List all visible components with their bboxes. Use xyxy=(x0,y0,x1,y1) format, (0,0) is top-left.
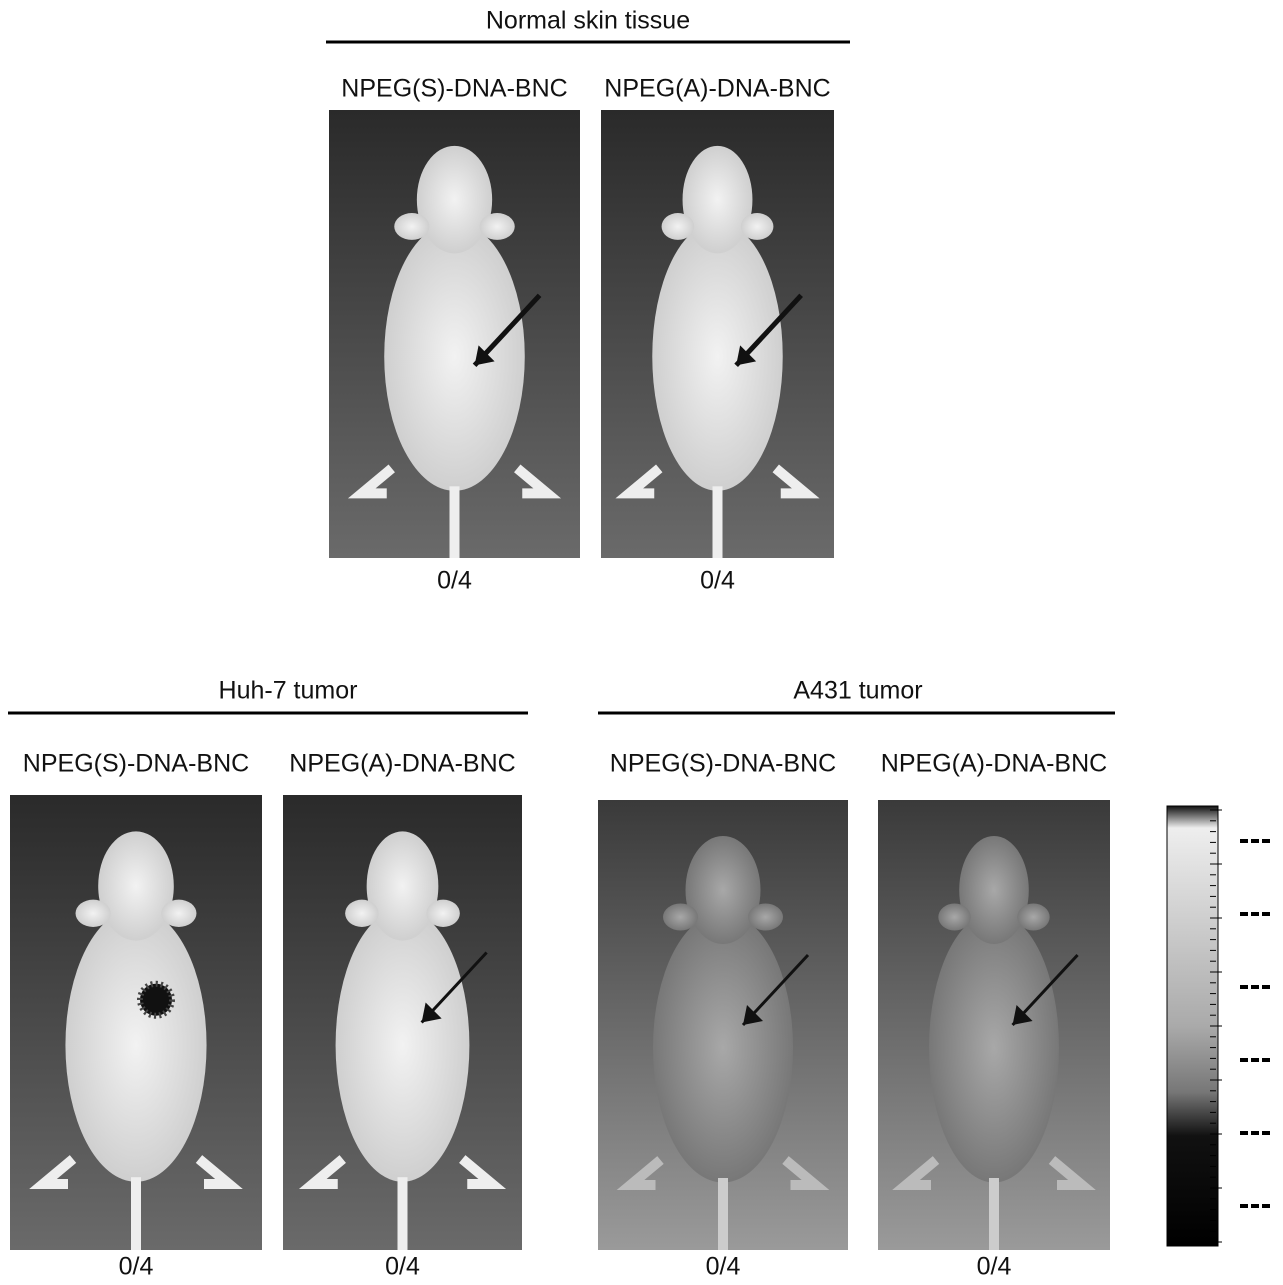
figure: Normal skin tissue NPEG(S)-DNA-BNC 0/4 NPEG… xyxy=(0,0,1283,1285)
mouse-tail xyxy=(398,1177,408,1250)
panel-label: NPEG(S)-DNA-BNC xyxy=(610,750,836,778)
result: 0/4 xyxy=(385,1253,420,1281)
mouse-head xyxy=(417,146,492,254)
mouse-ear xyxy=(480,213,515,240)
mouse-ear xyxy=(748,904,783,931)
mouse-tail xyxy=(131,1177,141,1250)
mouse-body xyxy=(65,909,206,1182)
panel-label: NPEG(A)-DNA-BNC xyxy=(604,75,830,103)
mouse-image xyxy=(283,795,522,1250)
mouse-head xyxy=(686,836,761,944)
mouse-ear xyxy=(345,900,378,927)
result: 0/4 xyxy=(700,567,735,595)
mouse-ear xyxy=(662,213,695,240)
mouse-image xyxy=(598,800,848,1250)
mouse-body xyxy=(653,913,793,1183)
color-scale xyxy=(1167,806,1272,1246)
mouse-body xyxy=(336,909,470,1182)
group-title: Normal skin tissue xyxy=(486,7,690,35)
result: 0/4 xyxy=(119,1253,154,1281)
panel-label: NPEG(A)-DNA-BNC xyxy=(289,750,515,778)
mouse-ear xyxy=(161,900,196,927)
group-title: Huh-7 tumor xyxy=(219,677,358,705)
mouse-head xyxy=(98,831,174,940)
mouse-head xyxy=(959,836,1029,944)
mouse-body xyxy=(929,913,1059,1183)
mouse-head xyxy=(367,831,439,940)
mouse-body xyxy=(652,222,782,491)
mouse-ear xyxy=(76,900,111,927)
mouse-image xyxy=(10,795,262,1250)
result: 0/4 xyxy=(977,1253,1012,1281)
mouse-ear xyxy=(394,213,429,240)
mouse-body xyxy=(384,222,525,491)
mouse-ear xyxy=(1017,904,1049,931)
mouse-ear xyxy=(426,900,459,927)
mouse-image xyxy=(601,110,834,558)
mouse-ear xyxy=(663,904,698,931)
panel-label: NPEG(S)-DNA-BNC xyxy=(341,75,567,103)
mouse-ear xyxy=(741,213,774,240)
tumor-spot xyxy=(140,984,172,1016)
mouse-tail xyxy=(718,1178,728,1250)
mouse-ear xyxy=(938,904,970,931)
panel-label: NPEG(S)-DNA-BNC xyxy=(23,750,249,778)
panel-label: NPEG(A)-DNA-BNC xyxy=(881,750,1107,778)
group-title: A431 tumor xyxy=(793,677,922,705)
mouse-image xyxy=(329,110,580,558)
result: 0/4 xyxy=(706,1253,741,1281)
mouse-tail xyxy=(450,486,460,558)
result: 0/4 xyxy=(437,567,472,595)
mouse-tail xyxy=(989,1178,999,1250)
mouse-image xyxy=(878,800,1110,1250)
mouse-tail xyxy=(713,486,723,558)
mouse-head xyxy=(683,146,753,254)
